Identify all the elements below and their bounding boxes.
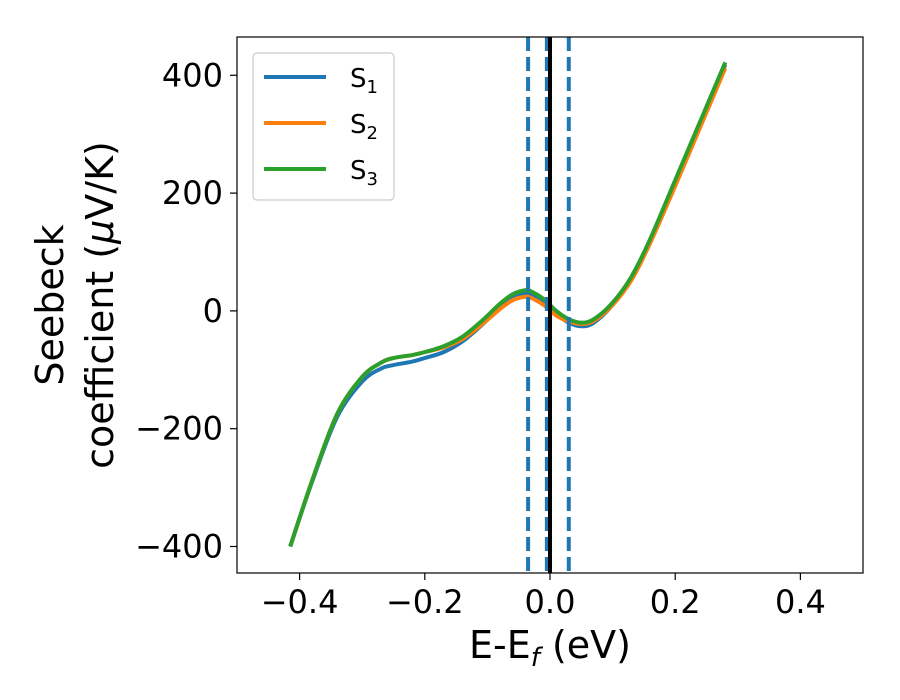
legend: S1 S2 S3 <box>252 52 395 201</box>
legend-box <box>252 52 395 201</box>
legend-label-1: S1 <box>350 64 378 98</box>
y-tick-label: 200 <box>162 174 223 212</box>
x-tick-label: −0.2 <box>386 583 464 621</box>
x-tick-label: 0.2 <box>650 583 701 621</box>
y-tick-label: −200 <box>135 410 223 448</box>
x-tick-label: 0.4 <box>775 583 826 621</box>
series-line-3 <box>288 61 728 548</box>
y-axis-ticks: −400 −200 0 200 400 <box>135 56 237 565</box>
y-axis-label-line1: Seebeck <box>28 224 72 385</box>
legend-label-3: S3 <box>350 156 378 190</box>
y-tick-label: 0 <box>203 292 223 330</box>
legend-label-2: S2 <box>350 110 378 144</box>
y-axis-label-line2: coefficient (μV/K) <box>78 141 122 469</box>
plot-lines <box>288 61 728 548</box>
y-tick-label: −400 <box>135 527 223 565</box>
y-axis-label: Seebeck coefficient (μV/K) <box>28 141 122 469</box>
y-tick-label: 400 <box>162 56 223 94</box>
x-axis-ticks: −0.4 −0.2 0.0 0.2 0.4 <box>261 573 826 621</box>
vertical-lines <box>526 37 571 573</box>
x-axis-label: E-Ef (eV) <box>469 623 631 673</box>
x-tick-label: −0.4 <box>261 583 339 621</box>
x-tick-label: 0.0 <box>525 583 576 621</box>
